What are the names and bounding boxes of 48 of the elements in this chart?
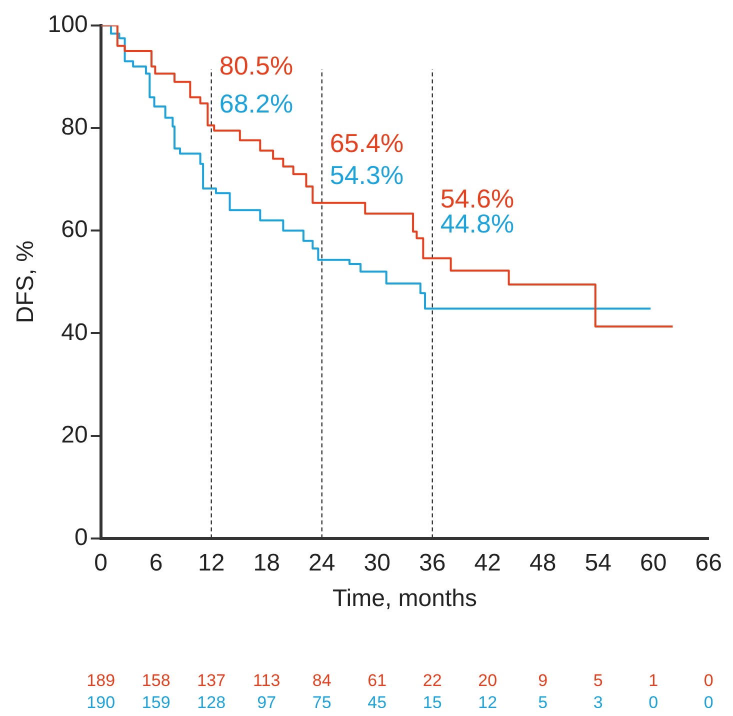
y-tick-label: 100 [48,11,88,38]
x-tick-label: 36 [419,549,446,576]
x-tick-label: 42 [474,549,501,576]
x-tick-label: 12 [198,549,225,576]
x-tick-label: 6 [149,549,163,576]
text: 0 [704,693,714,712]
text: 45 [368,693,387,712]
x-tick-label: 30 [364,549,390,576]
x-tick-label: 48 [530,549,556,576]
text: 128 [197,693,226,712]
text: 158 [142,671,170,690]
text: 1 [648,671,658,690]
text: 137 [197,671,226,690]
text: 0 [704,671,714,690]
text: 113 [253,671,280,690]
text: 3 [593,693,603,712]
text: 61 [368,671,387,690]
text: 84 [312,671,332,690]
x-axis-title: Time, months [332,585,477,612]
text: 22 [422,671,442,690]
y-tick-label: 0 [74,524,88,552]
text: 12 [478,693,498,712]
x-tick-label: 0 [94,549,108,576]
text: 0 [648,693,658,712]
text: 190 [86,693,116,712]
text: 9 [538,671,548,690]
y-tick-label: 60 [61,216,88,244]
text: 75 [312,693,332,712]
y-tick-label: 80 [61,114,88,141]
annotation: 80.5% [219,50,294,81]
text: 159 [142,693,170,712]
y-axis-title: DFS, % [12,240,40,324]
text: 189 [86,671,116,690]
x-tick-label: 18 [253,549,280,576]
text: 15 [422,693,442,712]
text: 97 [257,693,276,712]
y-tick-label: 40 [61,318,88,346]
text: 5 [538,693,548,712]
annotation: 68.2% [219,88,294,119]
y-tick-label: 20 [61,421,88,448]
x-tick-label: 24 [308,549,336,576]
annotation: 54.3% [330,160,404,190]
text: 5 [593,671,603,690]
text: 20 [478,671,498,690]
x-tick-label: 66 [695,549,722,576]
x-tick-label: 54 [584,549,612,576]
annotation: 65.4% [330,128,404,158]
x-tick-label: 60 [640,549,667,576]
